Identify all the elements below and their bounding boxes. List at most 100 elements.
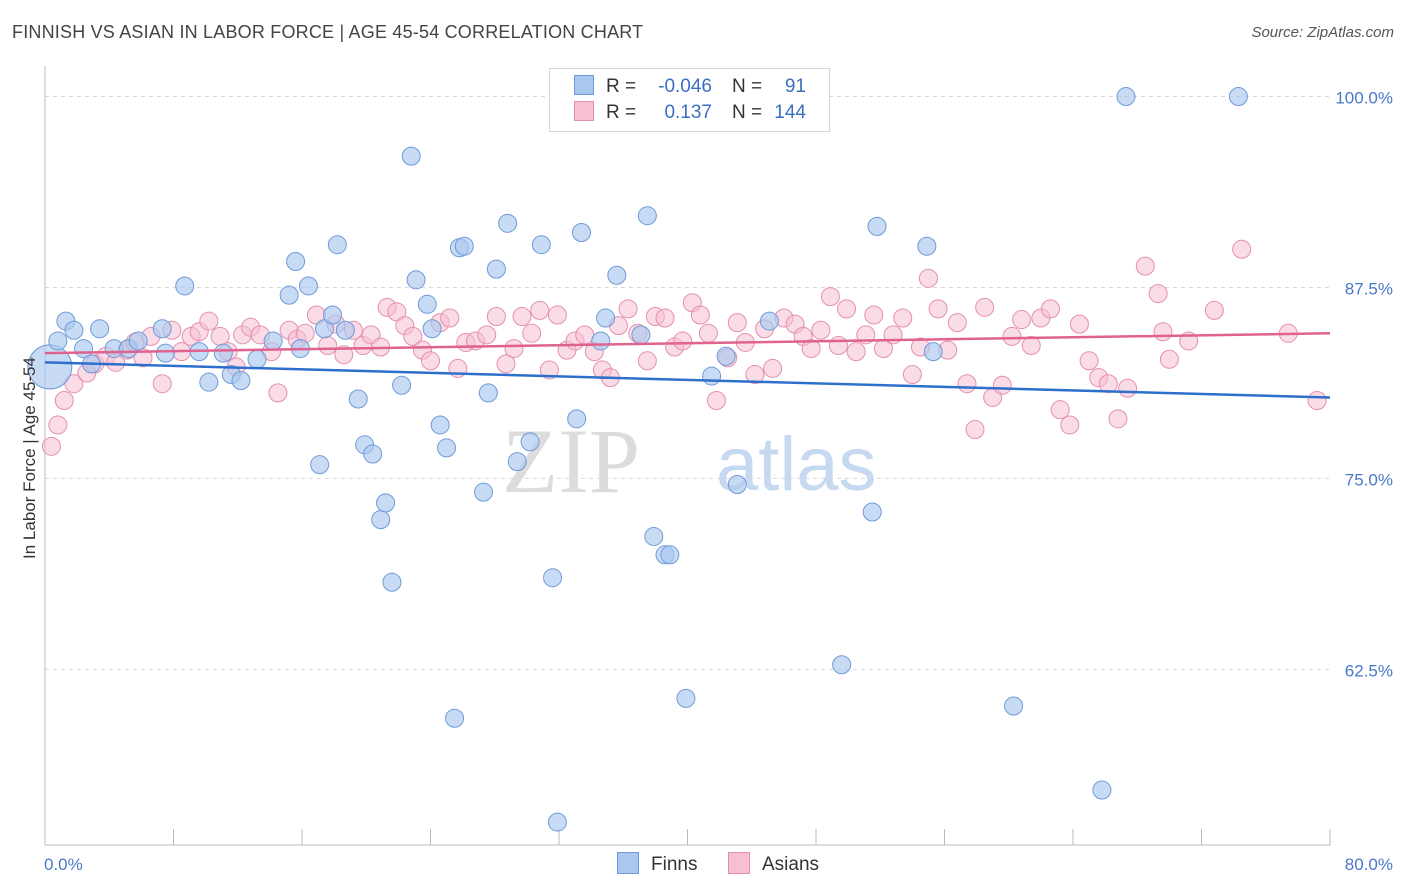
- asians-point: [477, 325, 497, 345]
- asians-point: [902, 365, 922, 385]
- asians-point: [504, 339, 524, 359]
- finns-point: [376, 493, 396, 513]
- asians-point: [539, 360, 559, 380]
- watermark-atlas: atlas: [716, 422, 877, 507]
- asians-point: [268, 383, 288, 403]
- finns-point: [310, 455, 330, 475]
- asians-point: [811, 320, 831, 340]
- asians-point: [403, 326, 423, 346]
- asians-n-value: 144: [774, 102, 806, 123]
- finns-point: [247, 349, 267, 369]
- asians-point: [828, 336, 848, 356]
- asians-point: [64, 374, 84, 394]
- tick-labels: 62.5% 75.0% 87.5% 100.0% 0.0% 80.0%: [44, 89, 1393, 874]
- asians-point: [1232, 239, 1252, 259]
- finns-point: [327, 235, 347, 255]
- asians-point: [440, 308, 460, 328]
- asians-point: [637, 351, 657, 371]
- finns-n-value: 91: [784, 76, 806, 97]
- y-axis-label: In Labor Force | Age 45-54: [20, 357, 39, 559]
- asians-point: [1153, 322, 1173, 342]
- finns-point: [596, 308, 616, 328]
- finns-point: [867, 216, 887, 236]
- asians-point: [957, 374, 977, 394]
- asians-point: [421, 351, 440, 371]
- asians-n-label: N =: [732, 102, 763, 123]
- finns-points: [27, 87, 1248, 832]
- asians-point: [1135, 256, 1155, 276]
- finns-point: [279, 285, 299, 305]
- bottom-legend: Finns Asians: [0, 852, 1406, 876]
- finns-point: [571, 222, 591, 242]
- finns-point: [478, 383, 498, 403]
- asians-point: [965, 420, 985, 440]
- asians-legend-label: Asians: [762, 854, 820, 875]
- finns-point: [591, 331, 611, 351]
- finns-point: [1092, 780, 1112, 800]
- legend-row-finns: R = -0.046 N = 91: [574, 75, 806, 99]
- asians-trend-line: [44, 332, 1331, 355]
- asians-points: [41, 239, 1327, 456]
- finns-point: [917, 236, 937, 256]
- asians-point: [947, 313, 967, 333]
- asians-point: [41, 436, 61, 456]
- finns-point: [631, 325, 651, 345]
- finns-point: [727, 475, 747, 495]
- finns-point: [676, 688, 696, 708]
- asians-point: [318, 336, 338, 356]
- finns-point: [498, 213, 518, 233]
- finns-point: [382, 572, 402, 592]
- asians-point: [893, 308, 913, 328]
- legend-item-asians: Asians: [728, 852, 819, 876]
- finns-point: [445, 708, 465, 728]
- asians-point: [1041, 299, 1061, 319]
- asians-point: [727, 313, 747, 333]
- asians-point: [846, 342, 866, 362]
- finns-point: [406, 270, 426, 290]
- finns-point: [392, 375, 412, 395]
- finns-point: [637, 206, 657, 226]
- legend-item-finns: Finns: [617, 852, 697, 876]
- finns-point: [702, 366, 722, 386]
- asians-point: [928, 299, 948, 319]
- finns-point: [298, 276, 318, 296]
- finns-point: [716, 346, 736, 366]
- finns-point: [286, 252, 306, 272]
- stats-legend: R = -0.046 N = 91 R = 0.137 N = 144: [549, 68, 830, 132]
- asians-point: [486, 307, 506, 327]
- finns-point: [128, 331, 148, 351]
- asians-point: [1060, 415, 1080, 435]
- asians-point: [864, 305, 884, 325]
- legend-row-asians: R = 0.137 N = 144: [574, 101, 806, 125]
- asians-point: [1079, 351, 1099, 371]
- finns-point: [90, 319, 110, 339]
- asians-point: [522, 323, 542, 343]
- asians-point: [1204, 300, 1224, 320]
- asians-point: [1021, 336, 1041, 356]
- finns-point: [486, 259, 506, 279]
- asians-point: [1069, 314, 1089, 334]
- finns-point: [199, 372, 219, 392]
- asians-point: [496, 354, 516, 374]
- y-tick-label: 75.0%: [1345, 470, 1393, 489]
- finns-point: [543, 568, 563, 588]
- finns-point: [1116, 87, 1136, 107]
- asians-point: [690, 305, 710, 325]
- asians-point: [698, 323, 718, 343]
- finns-r-label: R =: [606, 76, 637, 97]
- asians-point: [763, 358, 783, 378]
- finns-point: [64, 320, 84, 340]
- asians-point: [334, 345, 354, 365]
- finns-point: [231, 371, 251, 391]
- source-label: Source: ZipAtlas.com: [1251, 24, 1394, 41]
- finns-point: [567, 409, 587, 429]
- asians-point: [547, 305, 567, 325]
- finns-point: [371, 510, 391, 530]
- finns-point: [155, 343, 175, 363]
- asians-point: [199, 311, 219, 331]
- asians-point: [618, 299, 638, 319]
- y-tick-label: 100.0%: [1335, 89, 1393, 108]
- asians-point: [992, 375, 1012, 395]
- finns-point: [507, 452, 527, 472]
